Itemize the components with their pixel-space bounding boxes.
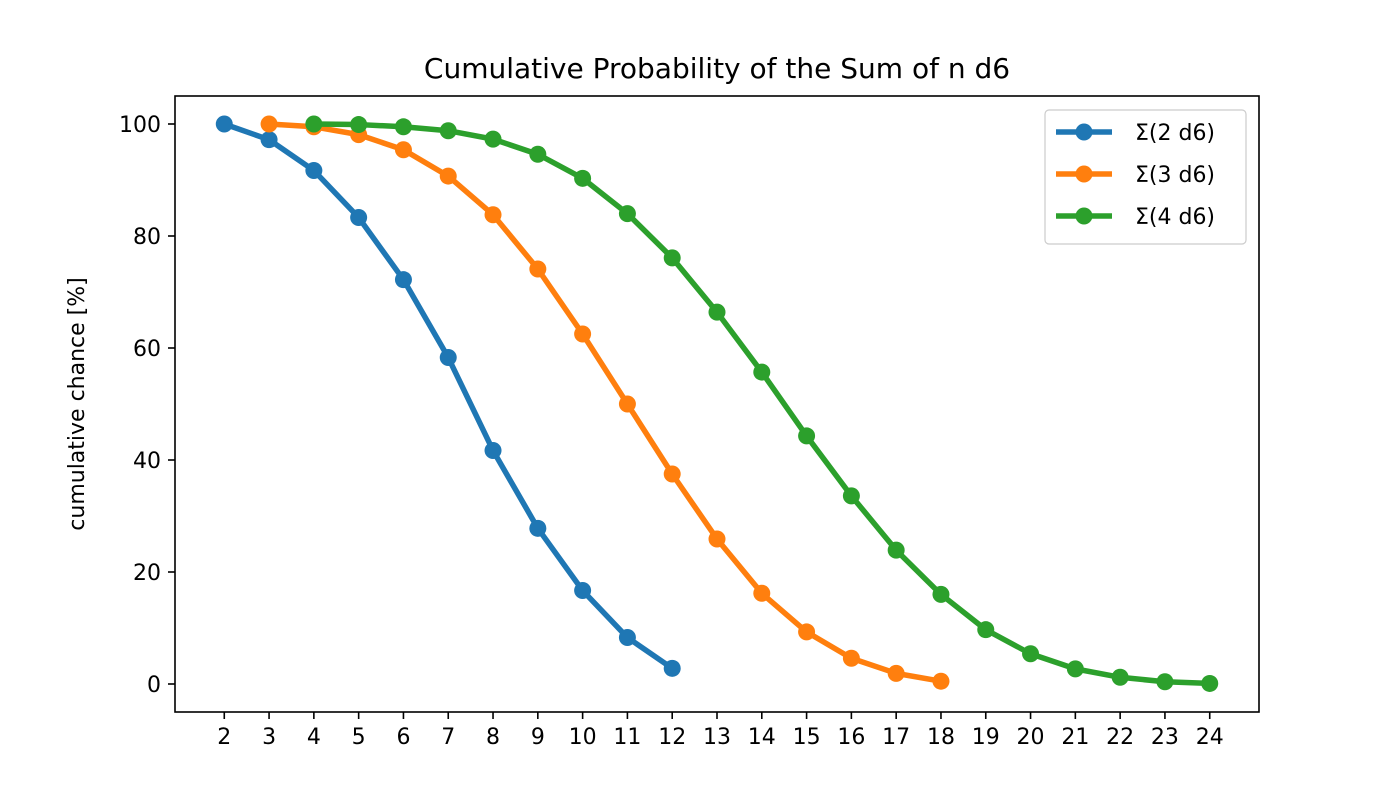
legend-swatch-marker [1075,123,1093,141]
series-1-point [618,629,636,647]
series-2-point [529,260,547,278]
x-tick-label: 24 [1196,725,1224,750]
series-2-point [394,141,412,159]
series-3-point [887,541,905,559]
legend-swatch-marker [1075,207,1093,225]
x-tick-label: 19 [972,725,1000,750]
x-tick-label: 20 [1017,725,1045,750]
y-tick-label: 60 [133,337,161,362]
series-3-point [977,621,995,639]
series-3-point [932,585,950,603]
x-tick-label: 18 [927,725,955,750]
series-2-point [708,530,726,548]
series-2-point [663,465,681,483]
series-1-point [350,209,368,227]
series-2-point [753,584,771,602]
series-3-point [1111,668,1129,686]
x-tick-label: 21 [1061,725,1089,750]
series-3-point [484,130,502,148]
series-3-point [618,205,636,223]
series-3-point [529,145,547,163]
series-1-point [260,131,278,149]
series-2-point [842,649,860,667]
legend-swatch-marker [1075,165,1093,183]
x-tick-label: 11 [613,725,641,750]
x-tick-label: 15 [793,725,821,750]
x-tick-label: 17 [882,725,910,750]
series-1-point [215,115,233,133]
x-tick-label: 9 [531,725,545,750]
x-tick-label: 8 [486,725,500,750]
series-1-point [439,349,457,367]
series-2-point [932,672,950,690]
x-tick-label: 3 [262,725,276,750]
x-tick-label: 2 [217,725,231,750]
y-tick-label: 80 [133,225,161,250]
legend-label: Σ(3 d6) [1135,163,1215,188]
series-1-point [305,161,323,179]
series-2-point [618,395,636,413]
series-3-point [1022,645,1040,663]
x-tick-label: 23 [1151,725,1179,750]
series-3-point [1201,674,1219,692]
y-tick-label: 40 [133,449,161,474]
series-3-point [1156,673,1174,691]
x-tick-label: 10 [569,725,597,750]
x-tick-label: 14 [748,725,776,750]
legend-label: Σ(2 d6) [1135,121,1215,146]
series-1-point [574,581,592,599]
y-tick-label: 20 [133,561,161,586]
x-tick-label: 7 [441,725,455,750]
series-2-point [260,115,278,133]
x-tick-label: 12 [658,725,686,750]
series-2-point [439,167,457,185]
legend-label: Σ(4 d6) [1135,205,1215,230]
series-3-point [574,169,592,187]
series-3-point [798,427,816,445]
legend-frame [1044,109,1247,245]
x-tick-label: 22 [1106,725,1134,750]
series-3-point [753,363,771,381]
series-2-line [266,121,945,685]
y-tick-label: 100 [119,113,161,138]
series-3-point [1066,660,1084,678]
series-1-point [663,659,681,677]
y-axis-label: cumulative chance [%] [65,277,90,530]
series-1-point [394,271,412,289]
series-3-point [305,115,323,133]
series-3-point [350,116,368,134]
series-2-point [484,206,502,224]
series-3-point [708,303,726,321]
x-tick-label: 6 [396,725,410,750]
series-2-point [887,664,905,682]
x-tick-label: 13 [703,725,731,750]
series-3-point [439,122,457,140]
x-tick-label: 5 [352,725,366,750]
series-1-point [529,519,547,537]
series-3-point [663,249,681,267]
series-2-point [798,623,816,641]
x-tick-label: 16 [837,725,865,750]
series-1-point [484,441,502,459]
x-tick-label: 4 [307,725,321,750]
y-tick-label: 0 [147,673,161,698]
series-3-point [394,118,412,136]
plot-area: 2 3 4 5 6 7 8 9 10 11 12 13 14 15 16 17 18 19 20 21 22 23 2402… [119,95,1260,750]
series-2-point [574,325,592,343]
legend: Σ(2 d6) Σ(3 d6) Σ(4 d6) [1044,109,1247,245]
series-3-point [842,487,860,505]
chart-title: Cumulative Probability of the Sum of n d… [424,52,1010,85]
